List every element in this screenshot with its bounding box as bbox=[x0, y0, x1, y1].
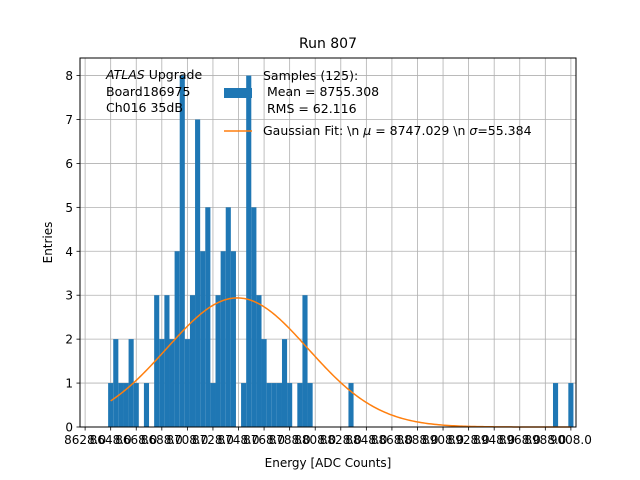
y-tick-label: 1 bbox=[65, 377, 73, 391]
x-tick-label: 8968.0 bbox=[499, 433, 541, 447]
histogram-bar bbox=[287, 383, 293, 427]
histogram-bar bbox=[230, 251, 236, 427]
histogram-bar bbox=[348, 383, 354, 427]
histogram-bar bbox=[210, 383, 216, 427]
legend-fit-sigma-symbol: σ bbox=[469, 123, 478, 138]
x-tick-label: 9008.0 bbox=[550, 433, 592, 447]
y-tick-label: 7 bbox=[65, 113, 73, 127]
annotation-upgrade: Upgrade bbox=[145, 67, 203, 82]
histogram-bar bbox=[154, 295, 160, 427]
histogram-bar bbox=[220, 251, 226, 427]
x-tick-label: 8708.0 bbox=[166, 433, 208, 447]
annotation-board: Board186975 bbox=[106, 84, 190, 99]
histogram-bar bbox=[307, 383, 313, 427]
histogram-bar bbox=[281, 339, 288, 427]
histogram-bar bbox=[271, 383, 277, 427]
histogram-bar bbox=[215, 295, 221, 427]
x-tick-label: 8928.0 bbox=[448, 433, 490, 447]
x-tick-label: 8808.0 bbox=[294, 433, 336, 447]
x-axis-label: Energy [ADC Counts] bbox=[265, 456, 392, 470]
histogram-bar bbox=[184, 339, 190, 427]
histogram-bar bbox=[179, 75, 185, 428]
legend-mean-label: Mean = 8755.308 bbox=[263, 84, 379, 99]
x-tick-label: 8748.0 bbox=[218, 433, 260, 447]
legend-fit-label: Gaussian Fit: \n μ = 8747.029 \n σ=55.38… bbox=[263, 123, 532, 138]
legend-fit-prefix: Gaussian Fit: \n bbox=[263, 123, 363, 138]
histogram-bar bbox=[118, 383, 124, 427]
y-tick-label: 0 bbox=[65, 421, 73, 435]
x-tick-label: 8768.0 bbox=[243, 433, 285, 447]
histogram-bar bbox=[297, 383, 303, 427]
histogram-bar bbox=[143, 383, 150, 427]
annotation-line-1: ATLAS Upgrade bbox=[105, 67, 202, 82]
legend-histogram-swatch bbox=[224, 88, 252, 98]
histogram-bar bbox=[302, 295, 308, 427]
y-tick-label: 2 bbox=[65, 333, 73, 347]
histogram-bar bbox=[159, 339, 165, 427]
x-tick-label: 8688.0 bbox=[141, 433, 183, 447]
legend-fit-sigma-value: =55.384 bbox=[477, 123, 531, 138]
histogram-bar bbox=[241, 383, 247, 427]
y-tick-label: 6 bbox=[65, 157, 73, 171]
x-tick-label: 8988.0 bbox=[524, 433, 566, 447]
y-axis-ticks: 0 1 2 3 4 5 6 7 8 bbox=[65, 69, 80, 435]
chart-title: Run 807 bbox=[299, 36, 357, 52]
annotation-italic: ATLAS bbox=[105, 67, 145, 82]
histogram-bar bbox=[195, 119, 201, 427]
histogram-bar bbox=[261, 339, 267, 427]
histogram-bar bbox=[174, 251, 180, 427]
legend: Samples (125): Mean = 8755.308 RMS = 62.… bbox=[224, 68, 532, 138]
histogram-bar bbox=[256, 295, 262, 427]
x-tick-label: 8948.0 bbox=[473, 433, 515, 447]
histogram-bar bbox=[113, 339, 119, 427]
histogram-bar bbox=[133, 383, 139, 427]
histogram-bar bbox=[189, 295, 196, 427]
histogram-bar bbox=[276, 383, 282, 427]
atlas-annotation: ATLAS Upgrade Board186975 Ch016 35dB bbox=[105, 67, 202, 115]
histogram-bar bbox=[169, 339, 175, 427]
x-tick-label: 8648.0 bbox=[90, 433, 132, 447]
y-tick-label: 4 bbox=[65, 245, 73, 259]
x-axis-ticks: 8628.08648.08668.08688.08708.08728.08748… bbox=[64, 427, 592, 447]
histogram-bar bbox=[205, 207, 211, 427]
x-tick-label: 8788.0 bbox=[269, 433, 311, 447]
histogram-bar bbox=[164, 295, 170, 427]
x-tick-label: 8848.0 bbox=[345, 433, 387, 447]
histogram-bars bbox=[108, 75, 574, 428]
histogram-bar bbox=[128, 339, 134, 427]
legend-rms-label: RMS = 62.116 bbox=[263, 101, 357, 116]
x-tick-label: 8888.0 bbox=[396, 433, 438, 447]
histogram-bar bbox=[552, 383, 559, 427]
legend-fit-mu-symbol: μ bbox=[362, 123, 371, 138]
histogram-bar bbox=[568, 383, 574, 427]
histogram-bar bbox=[108, 383, 114, 427]
x-tick-label: 8668.0 bbox=[115, 433, 157, 447]
histogram-bar bbox=[123, 383, 129, 427]
legend-fit-mu-value: = 8747.029 \n bbox=[371, 123, 469, 138]
x-tick-label: 8868.0 bbox=[371, 433, 413, 447]
histogram-bar bbox=[246, 75, 252, 428]
histogram-bar bbox=[225, 207, 231, 427]
legend-samples-label: Samples (125): bbox=[263, 68, 358, 83]
histogram-bar bbox=[251, 207, 257, 427]
grid-lines bbox=[80, 58, 576, 428]
y-tick-label: 3 bbox=[65, 289, 73, 303]
y-tick-label: 8 bbox=[65, 69, 73, 83]
x-tick-label: 8628.0 bbox=[64, 433, 106, 447]
y-axis-label: Entries bbox=[41, 222, 55, 264]
plot-frame bbox=[79, 57, 577, 428]
x-tick-label: 8828.0 bbox=[320, 433, 362, 447]
histogram-bar bbox=[200, 251, 206, 427]
histogram-bar bbox=[266, 383, 272, 427]
x-tick-label: 8908.0 bbox=[422, 433, 464, 447]
x-tick-label: 8728.0 bbox=[192, 433, 234, 447]
annotation-channel: Ch016 35dB bbox=[106, 100, 183, 115]
y-tick-label: 5 bbox=[65, 201, 73, 215]
